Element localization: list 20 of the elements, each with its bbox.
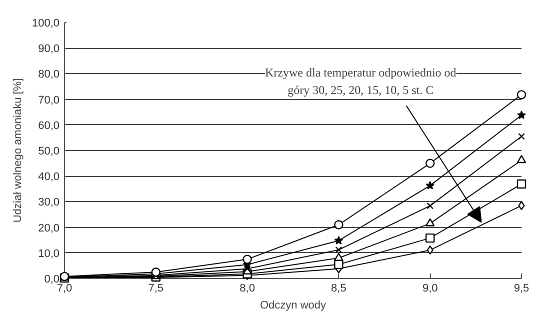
y-tick-label: 60,0 <box>38 120 60 132</box>
x-tick-label: 9,0 <box>422 282 438 294</box>
y-tick-label: 30,0 <box>38 196 60 209</box>
x-tick-label: 9,5 <box>514 282 530 294</box>
y-tick-label: 50,0 <box>38 146 60 158</box>
x-tick-label: 7,5 <box>148 282 164 294</box>
y-tick-label: 40,0 <box>38 171 60 184</box>
y-tick-label: 100,0 <box>32 18 60 30</box>
x-axis-title: Odczyn wody <box>260 300 327 312</box>
annotation: Krzywe dla temperatur odpowiednio od góry 30, 25, 20, 15, 10, 5 st. C <box>265 66 456 98</box>
y-tick-label: 20,0 <box>38 222 60 234</box>
x-tick-label: 7,0 <box>56 282 72 294</box>
y-tick-label: 90,0 <box>38 43 60 56</box>
y-tick-label: 0,0 <box>44 274 60 286</box>
y-tick-label: 10,0 <box>38 248 60 260</box>
x-tick-label: 8,5 <box>331 282 346 294</box>
y-tick-label: 80,0 <box>38 68 60 81</box>
y-axis-title: Udział wolnego amoniaku [%] <box>12 78 24 223</box>
x-tick-label: 8,0 <box>240 282 255 294</box>
y-tick-label: 70,0 <box>38 94 60 106</box>
